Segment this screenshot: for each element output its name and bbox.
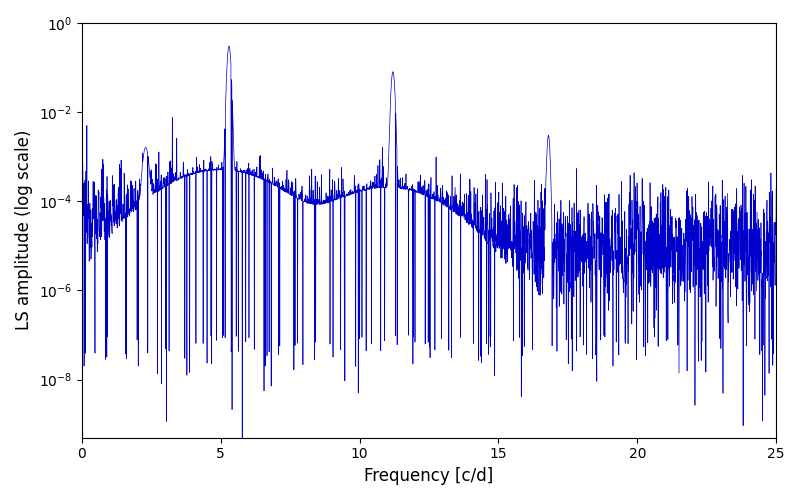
Y-axis label: LS amplitude (log scale): LS amplitude (log scale) — [15, 130, 33, 330]
X-axis label: Frequency [c/d]: Frequency [c/d] — [364, 467, 494, 485]
